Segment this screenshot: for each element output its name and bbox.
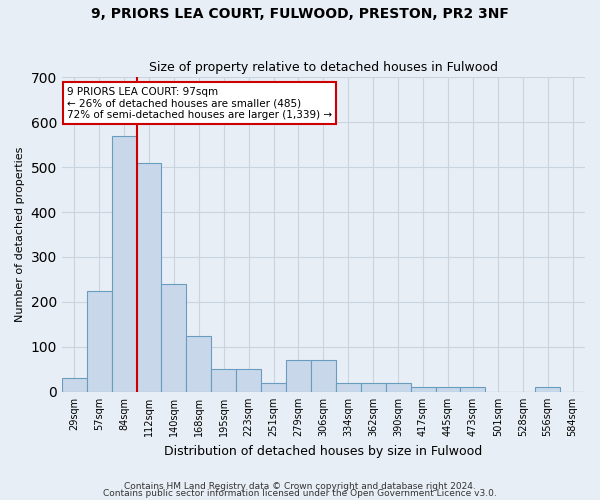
Bar <box>161 284 187 392</box>
Bar <box>87 290 112 392</box>
Bar <box>386 383 410 392</box>
Bar <box>137 162 161 392</box>
X-axis label: Distribution of detached houses by size in Fulwood: Distribution of detached houses by size … <box>164 444 482 458</box>
Bar <box>187 336 211 392</box>
Text: Contains public sector information licensed under the Open Government Licence v3: Contains public sector information licen… <box>103 490 497 498</box>
Bar <box>436 388 460 392</box>
Y-axis label: Number of detached properties: Number of detached properties <box>15 147 25 322</box>
Bar <box>261 383 286 392</box>
Text: Contains HM Land Registry data © Crown copyright and database right 2024.: Contains HM Land Registry data © Crown c… <box>124 482 476 491</box>
Text: 9, PRIORS LEA COURT, FULWOOD, PRESTON, PR2 3NF: 9, PRIORS LEA COURT, FULWOOD, PRESTON, P… <box>91 8 509 22</box>
Bar <box>410 388 436 392</box>
Bar <box>62 378 87 392</box>
Title: Size of property relative to detached houses in Fulwood: Size of property relative to detached ho… <box>149 62 498 74</box>
Bar <box>311 360 336 392</box>
Bar <box>286 360 311 392</box>
Bar <box>112 136 137 392</box>
Bar <box>361 383 386 392</box>
Bar <box>535 388 560 392</box>
Bar <box>336 383 361 392</box>
Bar <box>236 370 261 392</box>
Bar <box>460 388 485 392</box>
Bar <box>211 370 236 392</box>
Text: 9 PRIORS LEA COURT: 97sqm
← 26% of detached houses are smaller (485)
72% of semi: 9 PRIORS LEA COURT: 97sqm ← 26% of detac… <box>67 86 332 120</box>
